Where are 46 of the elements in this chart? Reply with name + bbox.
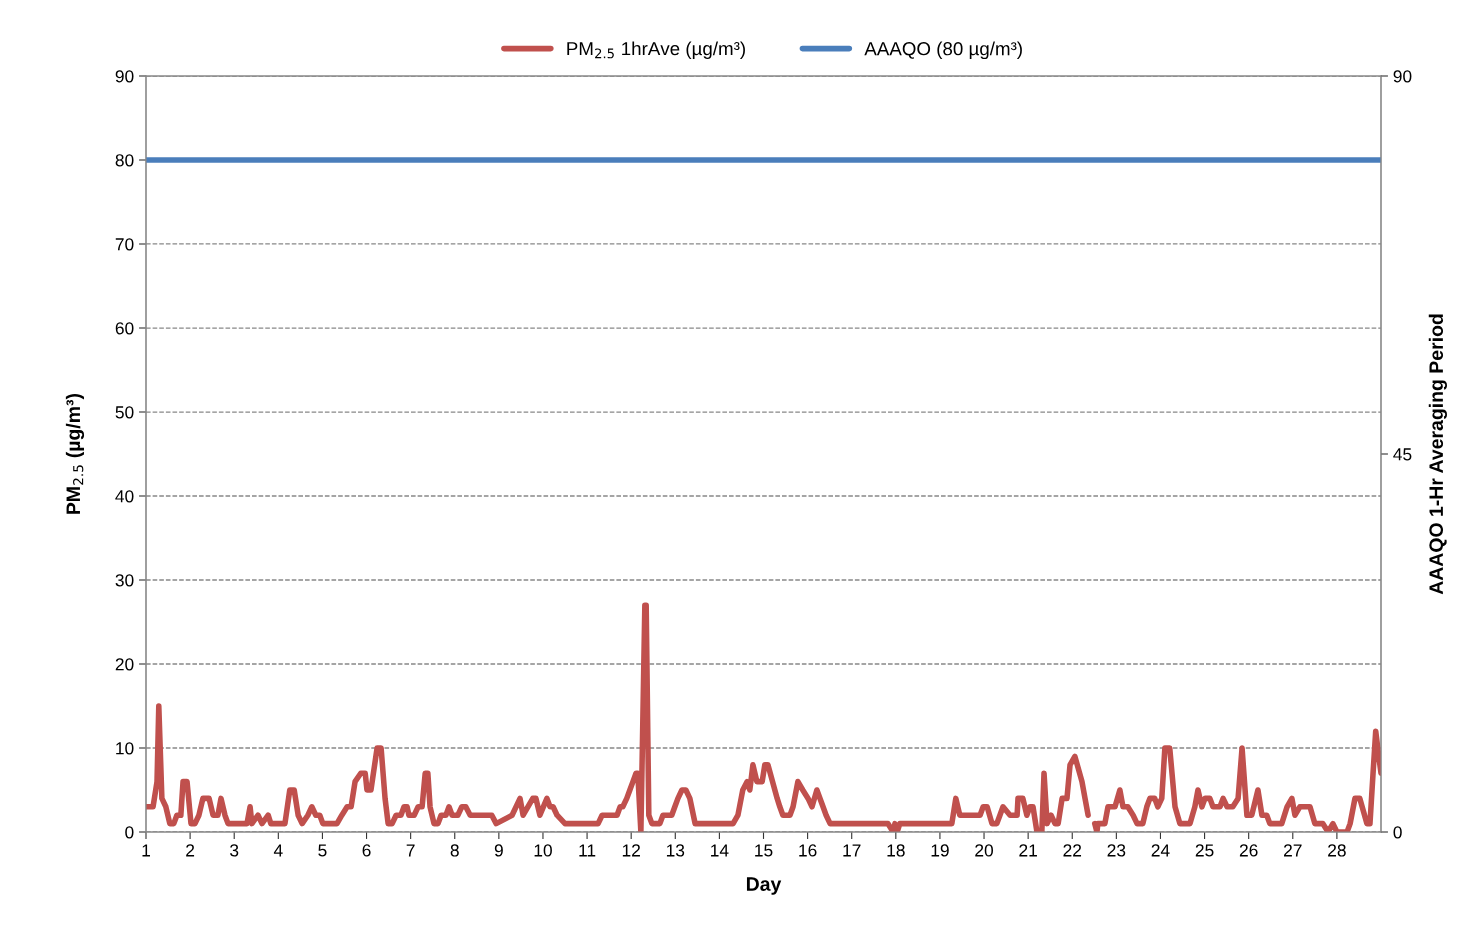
x-tick-label: 11 <box>579 844 596 857</box>
x-tick-label: 27 <box>1284 844 1302 857</box>
y-tick-label: 40 <box>115 490 134 503</box>
x-tick-label: 12 <box>622 844 640 857</box>
y-tick-label: 90 <box>115 70 134 83</box>
x-tick-label: 5 <box>318 844 327 857</box>
legend-label: PM$_{2.5}$ 1hrAve (µg/m³) <box>567 41 745 59</box>
x-tick-label: 7 <box>406 844 415 857</box>
y-tick-label: 30 <box>115 574 134 587</box>
x-tick-label: 25 <box>1195 844 1214 857</box>
y-tick-label: 20 <box>115 658 134 671</box>
x-tick-label: 14 <box>711 844 729 857</box>
x-tick-label: 4 <box>273 844 283 857</box>
x-tick-label: 16 <box>799 844 817 857</box>
x-tick-label: 3 <box>230 844 239 857</box>
x-tick-label: 2 <box>186 844 195 857</box>
x-tick-label: 1 <box>142 844 150 857</box>
y2-tick-label: 0 <box>1393 826 1402 839</box>
y2-tick-label: 90 <box>1393 70 1412 83</box>
x-tick-label: 18 <box>887 844 905 857</box>
x-tick-label: 15 <box>755 844 773 857</box>
y-tick-label: 70 <box>115 238 134 251</box>
y-tick-label: 60 <box>115 322 134 335</box>
x-tick-label: 17 <box>843 844 861 857</box>
x-tick-label: 8 <box>450 844 459 857</box>
y-axis-title: PM$_{2.5}$ (µg/m³) <box>65 393 85 514</box>
x-tick-label: 24 <box>1151 844 1170 857</box>
x-tick-label: 22 <box>1063 844 1082 857</box>
y2-axis-title: AAAQO 1-Hr Averaging Period <box>1428 314 1447 595</box>
y-tick-label: 50 <box>115 406 134 419</box>
legend-label: AAAQO (80 µg/m³) <box>864 41 1022 60</box>
y2-tick-label: 45 <box>1393 448 1412 461</box>
y-tick-label: 10 <box>116 742 134 755</box>
x-tick-label: 23 <box>1107 844 1126 857</box>
x-axis-title: Day <box>746 877 782 895</box>
x-tick-label: 26 <box>1239 844 1258 857</box>
x-tick-label: 19 <box>931 844 949 857</box>
x-tick-label: 10 <box>534 844 552 857</box>
x-tick-label: 21 <box>1019 844 1037 857</box>
x-tick-label: 6 <box>362 844 371 857</box>
y-tick-label: 80 <box>115 154 134 167</box>
x-tick-label: 28 <box>1328 844 1346 857</box>
x-tick-label: 20 <box>975 844 994 857</box>
y-tick-label: 0 <box>125 826 134 839</box>
x-tick-label: 9 <box>494 844 503 857</box>
x-tick-label: 13 <box>666 844 685 857</box>
